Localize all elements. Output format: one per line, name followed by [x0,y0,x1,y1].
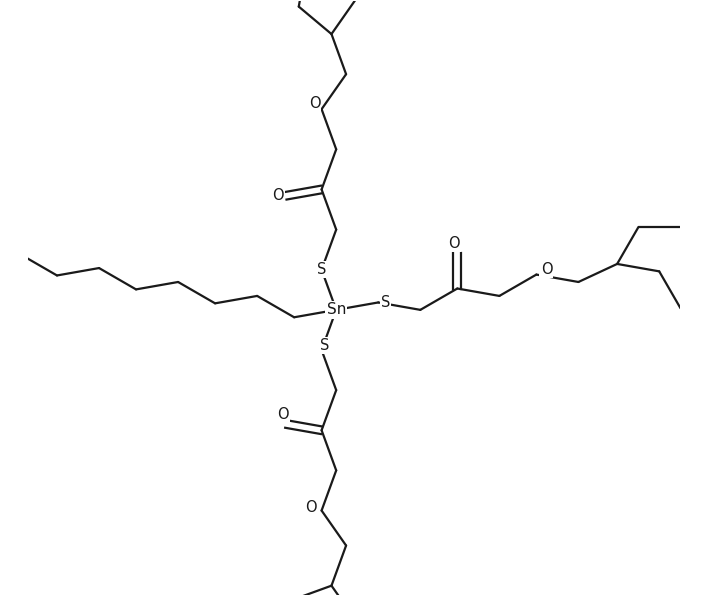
Text: O: O [309,96,320,111]
Text: O: O [305,500,316,515]
Text: O: O [541,262,552,277]
Text: O: O [277,407,289,422]
Text: O: O [273,188,284,203]
Text: Sn: Sn [326,302,346,317]
Text: S: S [320,338,329,353]
Text: S: S [381,295,390,310]
Text: O: O [449,236,460,251]
Text: S: S [317,262,326,277]
